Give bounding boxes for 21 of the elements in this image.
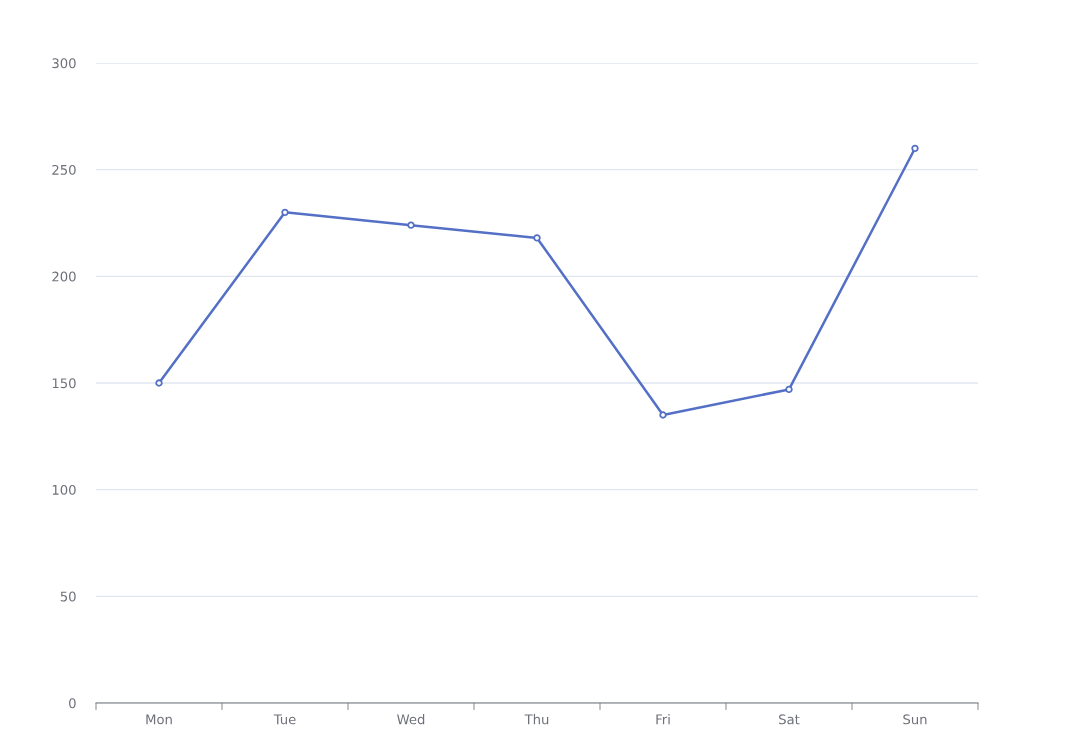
y-tick-label: 150	[52, 378, 76, 389]
x-tick-label: Fri	[656, 714, 670, 725]
x-tick-label: Tue	[273, 714, 296, 725]
y-tick-label: 50	[60, 591, 76, 602]
x-tick-label: Mon	[146, 714, 172, 725]
point	[785, 385, 793, 394]
point	[407, 221, 415, 229]
y-tick-label: 250	[52, 164, 76, 175]
point	[155, 379, 163, 387]
x-tick-label: Sun	[903, 714, 927, 725]
point	[911, 144, 919, 153]
y-tick-label: 300	[52, 58, 76, 69]
y-tick-label: 0	[69, 698, 76, 709]
x-tick-label: Sat	[779, 714, 800, 725]
point	[281, 208, 289, 217]
y-tick-label: 100	[52, 484, 76, 495]
x-tick-label: Thu	[524, 714, 549, 725]
point	[533, 234, 541, 242]
point	[659, 411, 667, 419]
x-tick-label: Wed	[397, 714, 425, 725]
y-tick-label: 200	[52, 271, 76, 282]
